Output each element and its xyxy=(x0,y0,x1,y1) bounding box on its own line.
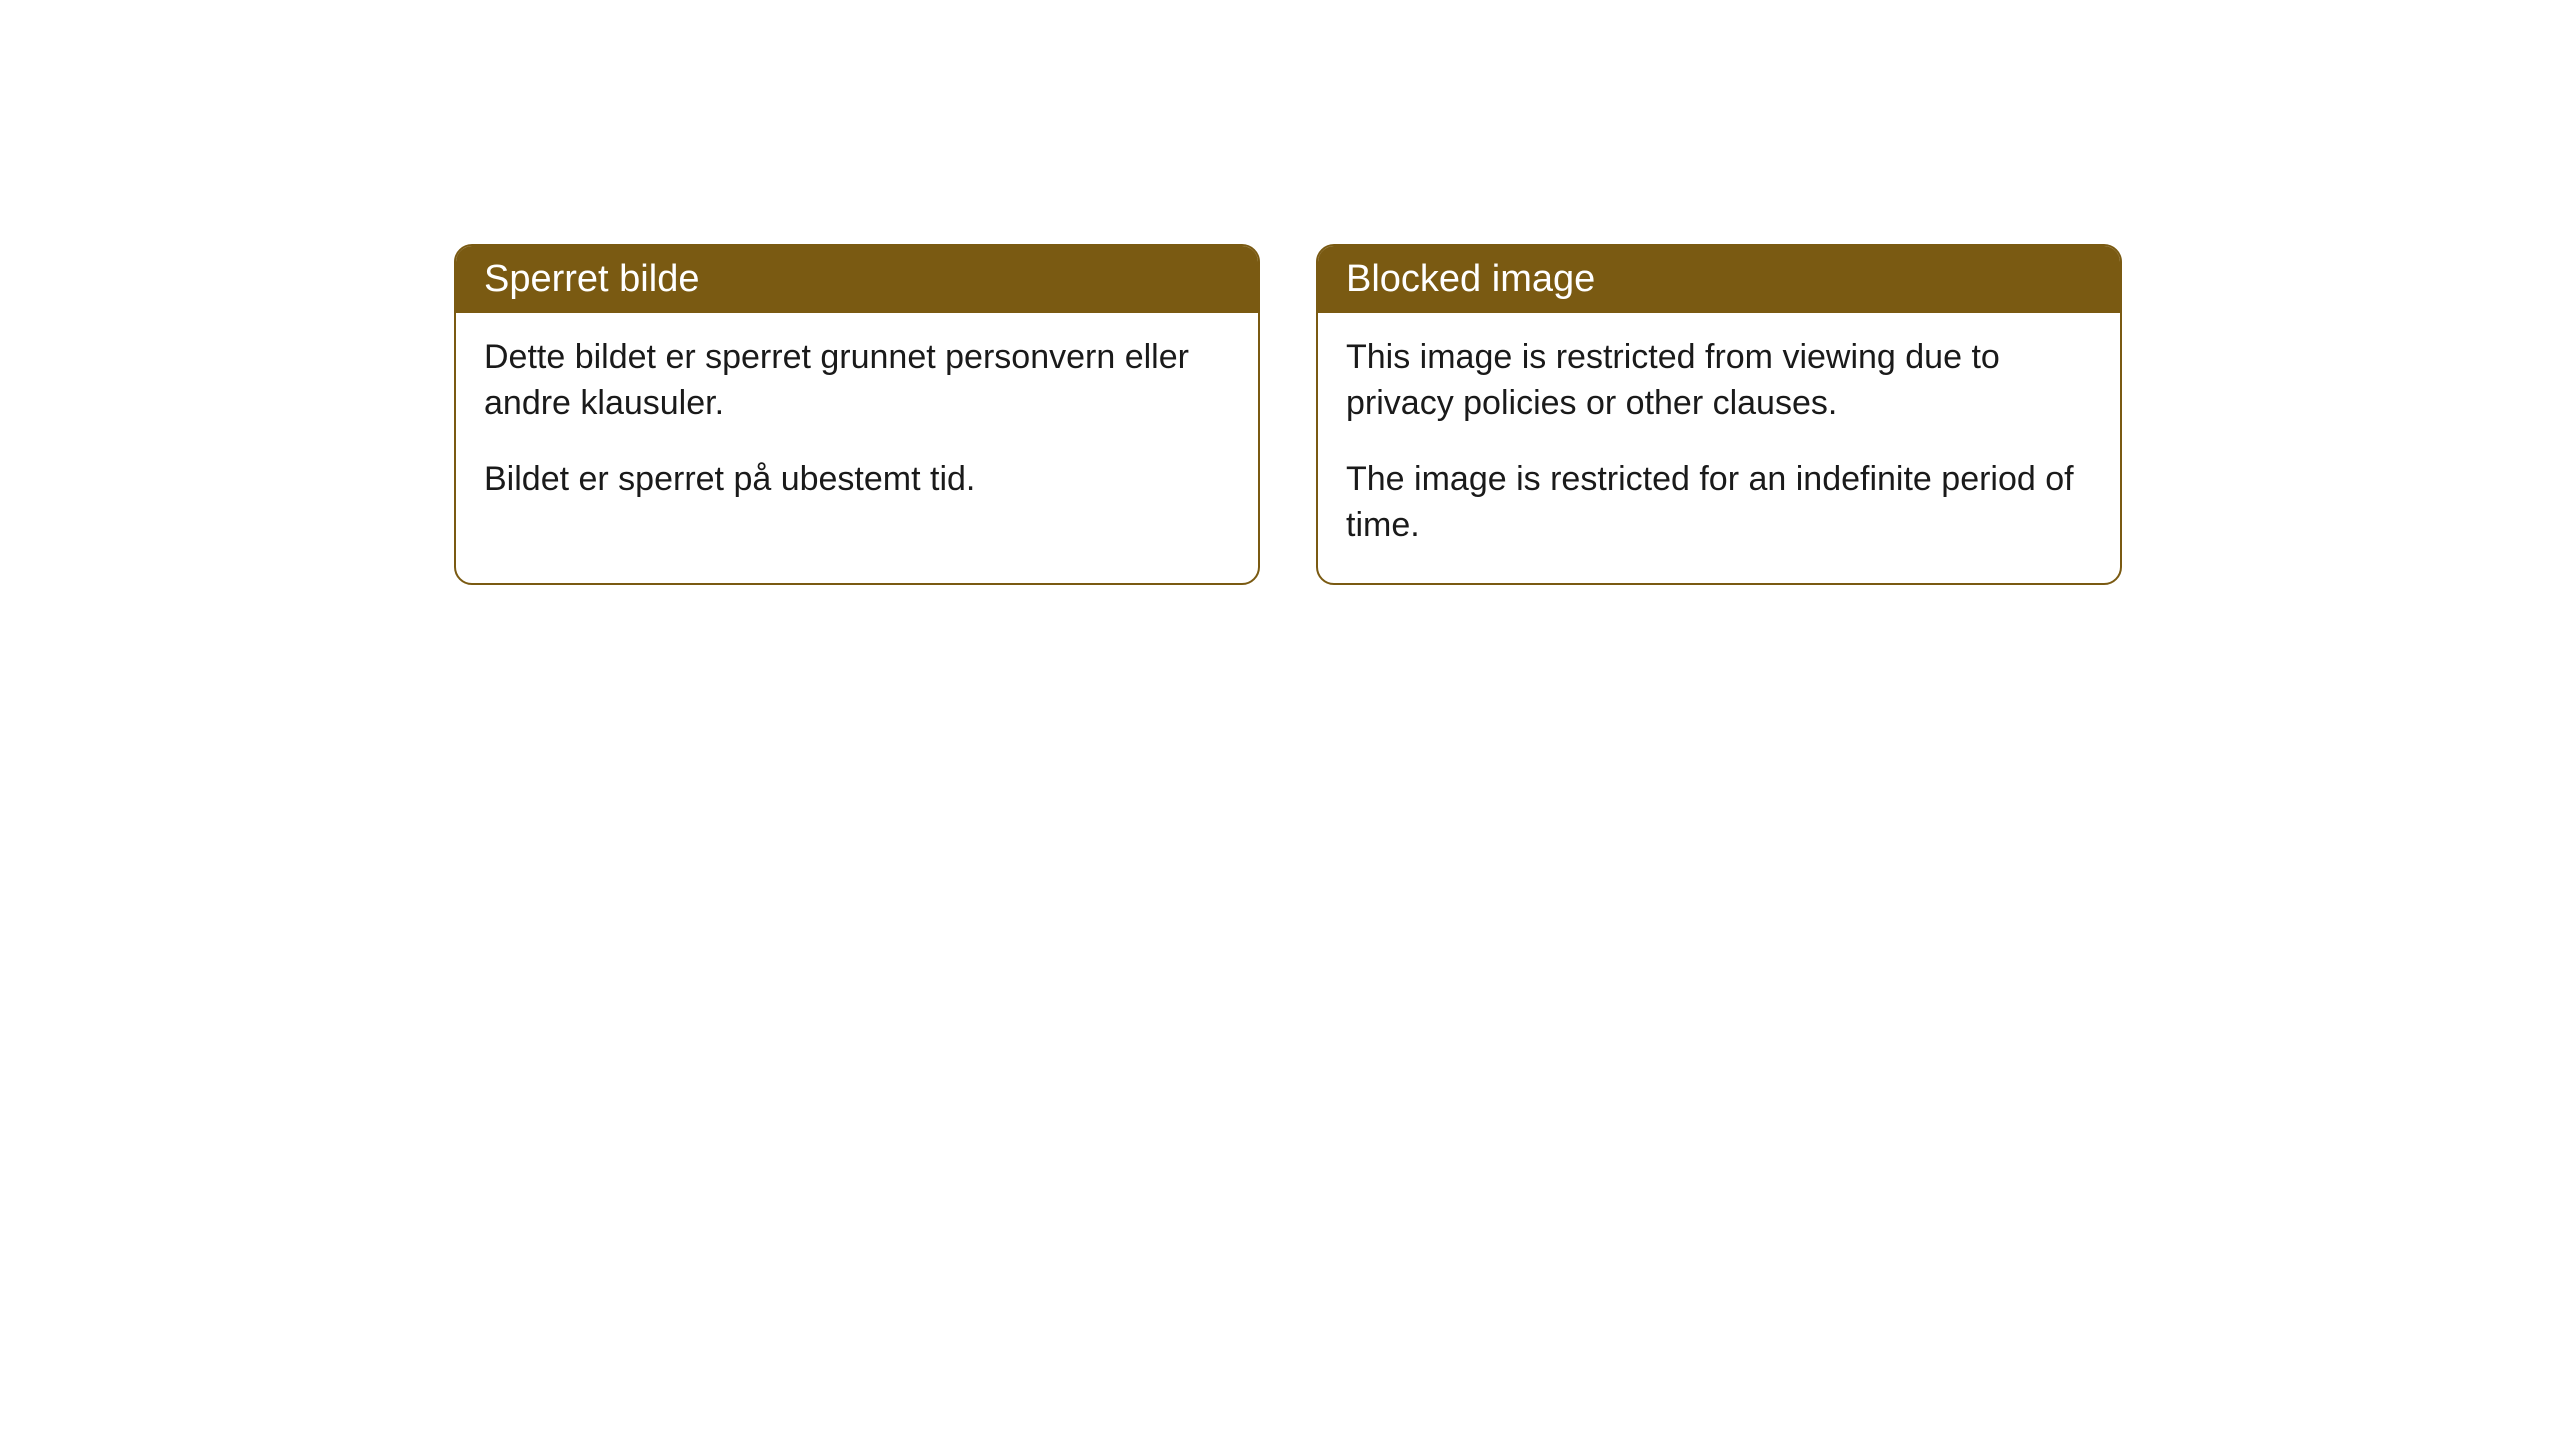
blocked-image-card-en: Blocked image This image is restricted f… xyxy=(1316,244,2122,585)
card-header-no: Sperret bilde xyxy=(456,246,1258,313)
card-paragraph-en-1: This image is restricted from viewing du… xyxy=(1346,335,2092,427)
card-paragraph-no-2: Bildet er sperret på ubestemt tid. xyxy=(484,457,1230,503)
card-body-no: Dette bildet er sperret grunnet personve… xyxy=(456,313,1258,537)
cards-container: Sperret bilde Dette bildet er sperret gr… xyxy=(454,244,2122,585)
card-header-en: Blocked image xyxy=(1318,246,2120,313)
card-paragraph-en-2: The image is restricted for an indefinit… xyxy=(1346,457,2092,549)
card-body-en: This image is restricted from viewing du… xyxy=(1318,313,2120,583)
blocked-image-card-no: Sperret bilde Dette bildet er sperret gr… xyxy=(454,244,1260,585)
card-paragraph-no-1: Dette bildet er sperret grunnet personve… xyxy=(484,335,1230,427)
